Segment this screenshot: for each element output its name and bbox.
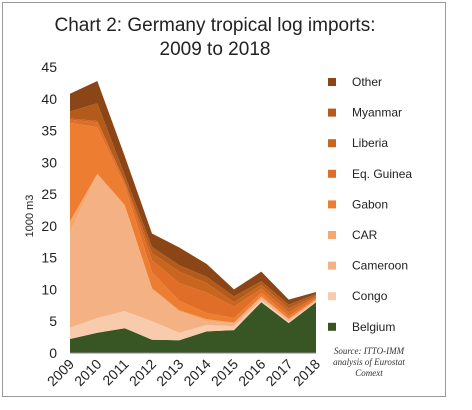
legend-label: CAR — [352, 228, 378, 242]
area-series-gabon — [70, 122, 316, 323]
legend-label: Other — [352, 75, 382, 89]
area-series-congo — [70, 299, 316, 341]
area-series-cameroon — [70, 175, 316, 333]
y-tick-label: 0 — [49, 345, 57, 361]
legend-swatch — [328, 108, 336, 117]
chart-title: Chart 2: Germany tropical log imports: 2… — [0, 14, 430, 62]
plot-areas — [70, 81, 316, 353]
legend-label: Gabon — [352, 197, 388, 211]
legend-swatch — [328, 169, 336, 178]
area-series-other — [70, 81, 316, 305]
y-tick-label: 40 — [41, 91, 57, 107]
x-tick-label: 2016 — [235, 356, 268, 389]
legend-swatch — [328, 200, 336, 209]
y-tick-label: 10 — [41, 281, 57, 297]
y-tick-label: 30 — [41, 154, 57, 170]
legend-label: Cameroon — [352, 259, 408, 273]
chart-title-line-2: 2009 to 2018 — [159, 39, 271, 60]
legend-label: Congo — [352, 289, 388, 303]
chart-title-line-1: Chart 2: Germany tropical log imports: — [54, 15, 376, 36]
y-axis-label: 1000 m3 — [24, 195, 36, 238]
source-line-1: Source: ITTO-IMM — [333, 346, 405, 356]
legend-swatch — [328, 292, 336, 301]
x-tick-label: 2010 — [71, 356, 104, 389]
y-axis-ticks: 0 5 10 15 20 25 30 35 40 45 — [41, 59, 57, 361]
x-tick-label: 2011 — [99, 356, 132, 389]
y-tick-label: 35 — [41, 123, 57, 139]
source-line-2: analysis of Eurostat — [333, 357, 405, 367]
y-tick-label: 15 — [41, 250, 57, 266]
x-tick-label: 2013 — [153, 356, 186, 389]
y-tick-label: 45 — [41, 59, 57, 75]
legend-swatch — [328, 231, 336, 239]
y-tick-label: 25 — [41, 186, 57, 202]
legend-label: Belgium — [352, 320, 395, 334]
legend-label: Liberia — [352, 136, 388, 150]
x-tick-label: 2015 — [208, 356, 241, 389]
x-tick-label: 2018 — [290, 356, 323, 389]
x-tick-label: 2014 — [180, 356, 213, 389]
y-tick-label: 5 — [49, 313, 57, 329]
legend: Other Myanmar Liberia Eq. Guinea Gabon CAR Cam… — [328, 75, 412, 334]
area-series-belgium — [70, 302, 316, 353]
y-tick-label: 20 — [41, 218, 57, 234]
legend-label: Myanmar — [352, 106, 402, 120]
legend-swatch — [328, 322, 336, 331]
source-line-3: Comext — [355, 368, 383, 378]
source-note: Source: ITTO-IMM analysis of Eurostat Co… — [323, 346, 415, 379]
x-tick-label: 2012 — [126, 356, 159, 389]
x-tick-label: 2017 — [262, 356, 295, 389]
legend-swatch — [328, 139, 336, 148]
legend-label: Eq. Guinea — [352, 167, 412, 181]
legend-swatch — [328, 261, 336, 270]
legend-swatch — [328, 78, 336, 86]
